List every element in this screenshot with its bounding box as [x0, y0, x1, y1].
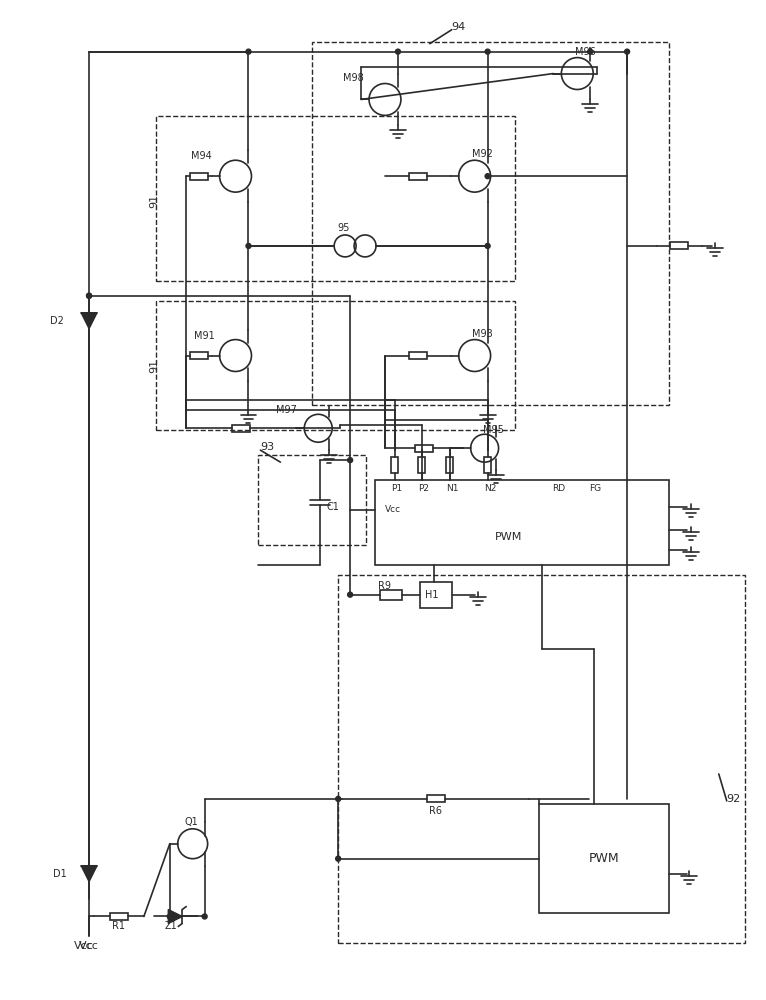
Circle shape: [624, 49, 630, 54]
Text: M95: M95: [483, 425, 503, 435]
Bar: [415, 445, 433, 452]
Text: Z1: Z1: [165, 921, 177, 931]
Text: R9: R9: [378, 581, 391, 591]
Bar: [409, 173, 427, 180]
Text: M93: M93: [472, 329, 493, 339]
Text: C1: C1: [326, 502, 339, 512]
Bar: [380, 590, 402, 600]
Text: RD: RD: [552, 484, 565, 493]
Circle shape: [167, 914, 172, 919]
Circle shape: [348, 458, 352, 463]
Circle shape: [246, 243, 251, 248]
Circle shape: [336, 796, 341, 801]
Circle shape: [485, 49, 490, 54]
Bar: [155, 301, 515, 430]
Bar: [313, 42, 669, 405]
Text: M91: M91: [194, 331, 214, 341]
Bar: [190, 352, 208, 359]
Bar: [375, 480, 669, 565]
Bar: [338, 575, 745, 943]
Circle shape: [202, 914, 207, 919]
Bar: [409, 352, 427, 359]
Bar: [427, 795, 445, 802]
Text: Vcc: Vcc: [74, 941, 94, 951]
Bar: [258, 455, 366, 545]
Polygon shape: [81, 866, 97, 882]
Text: Vcc: Vcc: [385, 505, 401, 514]
Text: 92: 92: [727, 794, 741, 804]
Bar: [670, 242, 689, 249]
Text: R6: R6: [429, 806, 442, 816]
Text: 91: 91: [149, 194, 159, 208]
Circle shape: [485, 243, 490, 248]
Text: P1: P1: [391, 484, 402, 493]
Text: D1: D1: [54, 869, 67, 879]
Text: N1: N1: [446, 484, 458, 493]
Text: 93: 93: [260, 442, 274, 452]
Text: M92: M92: [472, 149, 493, 159]
Text: R1: R1: [113, 921, 126, 931]
Circle shape: [336, 856, 341, 861]
Text: Q1: Q1: [185, 817, 198, 827]
Bar: [484, 457, 491, 473]
Text: M96: M96: [575, 47, 596, 57]
Polygon shape: [169, 910, 182, 923]
Bar: [190, 173, 208, 180]
Text: PWM: PWM: [495, 532, 522, 542]
Circle shape: [87, 293, 92, 298]
Bar: [420, 582, 452, 608]
Circle shape: [588, 49, 593, 54]
Circle shape: [348, 592, 352, 597]
Text: N2: N2: [483, 484, 496, 493]
Text: H1: H1: [425, 590, 438, 600]
Text: Vcc: Vcc: [79, 941, 99, 951]
Text: 91: 91: [149, 358, 159, 373]
Circle shape: [87, 293, 92, 298]
Circle shape: [485, 174, 490, 179]
Text: P2: P2: [418, 484, 429, 493]
Text: 95: 95: [337, 223, 349, 233]
Text: M94: M94: [191, 151, 211, 161]
Bar: [418, 457, 425, 473]
Text: M97: M97: [277, 405, 297, 415]
Bar: [539, 804, 669, 913]
Text: D2: D2: [51, 316, 64, 326]
Bar: [447, 457, 453, 473]
Bar: [391, 457, 398, 473]
Bar: [155, 116, 515, 281]
Circle shape: [246, 49, 251, 54]
Bar: [110, 913, 128, 920]
Text: FG: FG: [589, 484, 601, 493]
Circle shape: [395, 49, 401, 54]
Text: M98: M98: [343, 73, 364, 83]
Text: PWM: PWM: [589, 852, 620, 865]
Polygon shape: [81, 313, 97, 329]
Bar: [232, 425, 250, 432]
Text: 94: 94: [452, 22, 466, 32]
